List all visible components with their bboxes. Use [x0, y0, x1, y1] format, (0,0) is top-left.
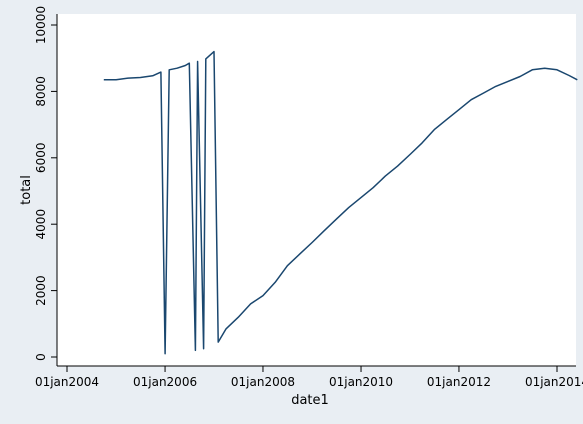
y-axis-ticks: 0 2000 4000 6000 8000 10000 [34, 6, 57, 361]
plot-area [57, 14, 576, 366]
x-tick-label: 01jan2008 [231, 375, 295, 389]
y-tick-label: 2000 [34, 275, 48, 306]
y-tick-label: 0 [34, 353, 48, 361]
x-axis-ticks: 01jan2004 01jan2006 01jan2008 01jan2010 01ja… [35, 366, 583, 389]
y-axis-title: total [19, 175, 34, 205]
x-tick-label: 01jan2014 [525, 375, 583, 389]
y-tick-label: 8000 [34, 76, 48, 107]
x-tick-label: 01jan2010 [329, 375, 393, 389]
y-tick-label: 6000 [34, 143, 48, 174]
series-line [103, 50, 578, 355]
x-axis-title: date1 [291, 393, 329, 408]
y-tick-label: 10000 [34, 6, 48, 44]
y-tick-label: 4000 [34, 209, 48, 240]
x-tick-label: 01jan2006 [133, 375, 197, 389]
x-tick-label: 01jan2012 [427, 375, 491, 389]
x-tick-label: 01jan2004 [35, 375, 99, 389]
